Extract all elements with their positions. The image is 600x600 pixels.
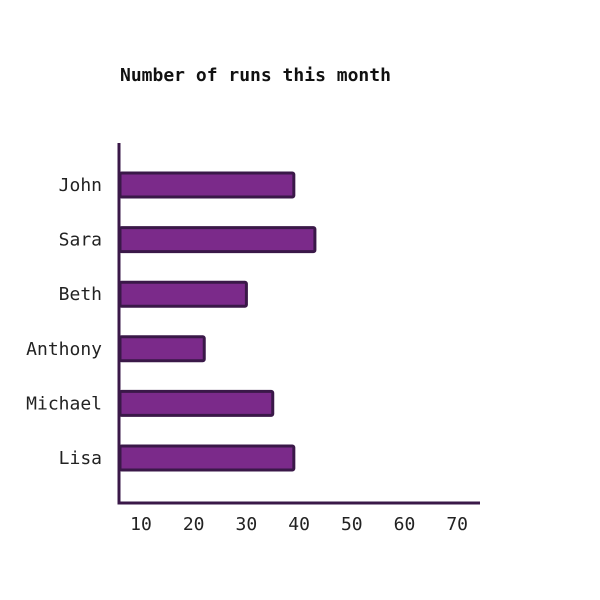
bar-michael	[118, 389, 275, 417]
x-tick-labels: 10 20 30 40 50 60 70	[130, 514, 468, 535]
category-label-anthony: Anthony	[26, 339, 102, 360]
category-label-lisa: Lisa	[59, 448, 102, 469]
x-tick-label-60: 60	[394, 514, 416, 535]
category-label-sara: Sara	[59, 230, 102, 251]
bar-anthony	[118, 335, 206, 363]
bar-beth	[118, 280, 248, 308]
bar-sara	[118, 226, 317, 254]
bar-john	[118, 171, 296, 199]
x-tick-label-20: 20	[183, 514, 205, 535]
x-tick-label-10: 10	[130, 514, 152, 535]
category-label-beth: Beth	[59, 284, 102, 305]
bars-group	[118, 171, 317, 472]
bar-lisa	[118, 444, 296, 472]
x-tick-label-40: 40	[288, 514, 310, 535]
x-tick-label-50: 50	[341, 514, 363, 535]
category-labels: John Sara Beth Anthony Michael Lisa	[26, 175, 102, 469]
chart-title: Number of runs this month	[120, 65, 391, 86]
x-tick-label-70: 70	[446, 514, 468, 535]
category-label-michael: Michael	[26, 393, 102, 414]
category-label-john: John	[59, 175, 102, 196]
x-tick-label-30: 30	[236, 514, 258, 535]
